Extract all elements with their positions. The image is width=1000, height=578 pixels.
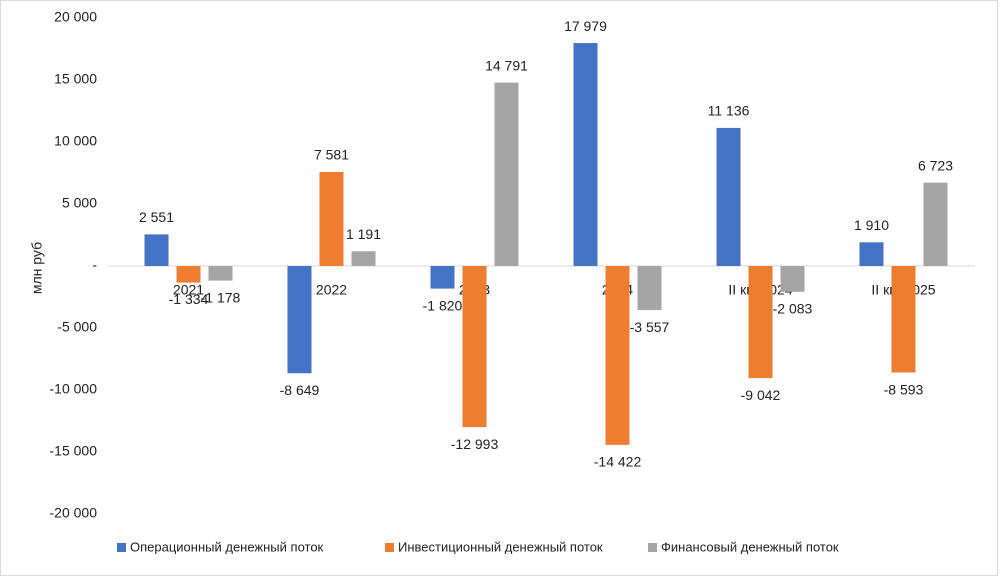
y-tick-label: -20 000 — [50, 505, 98, 521]
bar — [430, 266, 455, 289]
value-label: -1 820 — [423, 297, 463, 313]
bar — [859, 242, 884, 266]
value-label: 1 191 — [346, 226, 381, 242]
bar — [144, 234, 169, 266]
x-tick-label: 2021 — [173, 282, 204, 298]
bar — [891, 266, 916, 373]
y-tick-label: -15 000 — [50, 443, 98, 459]
value-label: 7 581 — [314, 147, 349, 163]
value-label: -12 993 — [451, 436, 499, 452]
value-label: 6 723 — [918, 157, 953, 173]
bar — [208, 266, 233, 281]
y-axis-title: млн руб — [29, 242, 45, 294]
y-tick-label: - — [92, 257, 97, 273]
y-tick-label: 15 000 — [54, 71, 97, 87]
value-label: -1 334 — [169, 291, 209, 307]
bar — [637, 266, 662, 311]
bar — [351, 251, 376, 266]
y-tick-label: 10 000 — [54, 133, 97, 149]
value-label: -8 593 — [884, 381, 924, 397]
bar — [319, 171, 344, 266]
bar — [780, 266, 805, 292]
value-label: -1 178 — [201, 289, 241, 305]
legend-label: Финансовый денежный поток — [661, 539, 839, 554]
bar — [573, 43, 598, 267]
legend-label: Операционный денежный поток — [130, 539, 324, 554]
value-label: -3 557 — [630, 319, 670, 335]
legend-swatch — [385, 543, 394, 552]
value-label: 2 551 — [139, 209, 174, 225]
value-label: -9 042 — [741, 387, 781, 403]
y-tick-label: -10 000 — [50, 381, 98, 397]
bar — [716, 127, 741, 266]
value-label: 17 979 — [564, 18, 607, 34]
y-tick-label: 5 000 — [62, 195, 97, 211]
bar — [605, 266, 630, 445]
bar — [176, 266, 201, 283]
value-label: -8 649 — [280, 382, 320, 398]
bar — [923, 182, 948, 266]
value-label: 14 791 — [485, 57, 528, 73]
bar — [494, 82, 519, 266]
bar — [748, 266, 773, 379]
bar — [462, 266, 487, 428]
y-tick-label: -5 000 — [57, 319, 97, 335]
x-tick-label: 2022 — [316, 282, 347, 298]
bar — [287, 266, 312, 374]
legend-label: Инвестиционный денежный поток — [398, 539, 603, 554]
legend-swatch — [117, 543, 126, 552]
legend-swatch — [648, 543, 657, 552]
value-label: -2 083 — [773, 301, 813, 317]
value-label: -14 422 — [594, 454, 642, 470]
value-label: 1 910 — [854, 217, 889, 233]
value-label: 11 136 — [708, 103, 750, 119]
y-tick-label: 20 000 — [54, 9, 97, 25]
